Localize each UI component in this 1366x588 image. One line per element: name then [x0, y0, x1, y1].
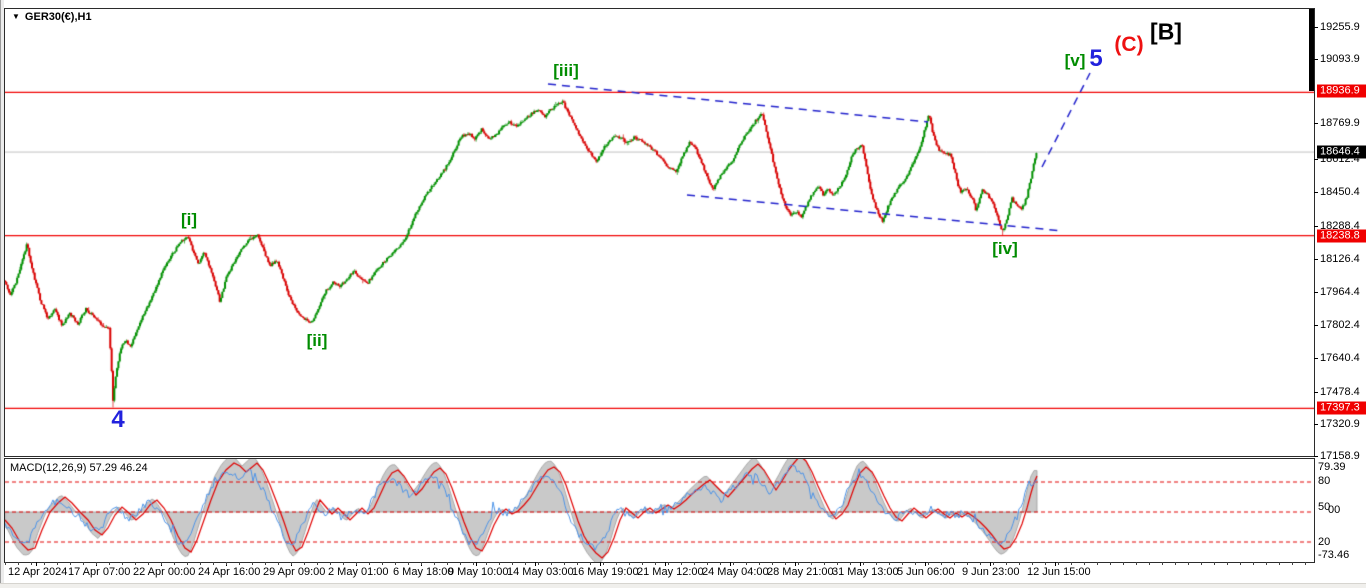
price-tick-label: 18288.4 [1320, 220, 1360, 232]
time-tick-label: 22 Apr 00:00 [133, 566, 196, 578]
time-tick-label: 6 May 18:00 [393, 566, 454, 578]
time-tick-label: 12 Jun 15:00 [1027, 566, 1091, 578]
price-chart-canvas[interactable] [5, 9, 1314, 456]
time-tick-label: 24 May 04:00 [702, 566, 769, 578]
chevron-down-icon[interactable]: ▼ [12, 12, 20, 21]
macd-axis-label: 50 [1318, 501, 1331, 513]
time-tick-label: 14 May 03:00 [507, 566, 574, 578]
price-level-badge: 18238.8 [1317, 229, 1366, 243]
price-tick-label: 18126.4 [1320, 253, 1360, 265]
price-tick-label: 19255.9 [1320, 21, 1360, 33]
price-tick-label: 18450.4 [1320, 186, 1360, 198]
macd-panel-frame [4, 458, 1315, 563]
macd-axis-label: 20 [1318, 536, 1331, 548]
price-tick-mark [1314, 358, 1318, 359]
price-tick-mark [1314, 159, 1318, 160]
wave-label[interactable]: [iv] [992, 239, 1018, 258]
price-tick-mark [1314, 292, 1318, 293]
price-tick-label: 17158.9 [1320, 450, 1360, 462]
time-tick-label: 31 May 13:00 [832, 566, 899, 578]
time-tick-label: 28 May 21:00 [767, 566, 834, 578]
time-tick-label: 21 May 12:00 [637, 566, 704, 578]
vertical-marker-bar [1309, 9, 1314, 91]
price-tick-mark [1314, 226, 1318, 227]
time-axis-minor-ticks [5, 562, 1313, 565]
price-tick-mark [1314, 192, 1318, 193]
price-tick-mark [1314, 59, 1318, 60]
symbol-selector[interactable]: ▼ GER30(€),H1 [12, 11, 92, 23]
price-level-badge: 17397.3 [1317, 401, 1366, 415]
wave-label[interactable]: [v] [1064, 51, 1086, 70]
price-tick-label: 17640.4 [1320, 352, 1360, 364]
symbol-title-label: GER30(€),H1 [24, 11, 92, 23]
price-tick-mark [1314, 424, 1318, 425]
price-tick-mark [1314, 123, 1318, 124]
macd-axis-label: 00 [1328, 504, 1341, 516]
time-tick-label: 9 Jun 23:00 [962, 566, 1020, 578]
window-bottom-edge [0, 583, 1366, 588]
wave-label[interactable]: [iii] [553, 61, 579, 80]
wave-label[interactable]: [i] [180, 210, 198, 229]
time-tick-label: 17 Apr 07:00 [68, 566, 131, 578]
price-tick-label: 17964.4 [1320, 286, 1360, 298]
time-tick-label: 5 Jun 06:00 [897, 566, 955, 578]
price-tick-label: 17320.9 [1320, 418, 1360, 430]
price-tick-mark [1314, 456, 1318, 457]
price-level-badge: 18936.9 [1317, 84, 1366, 98]
time-tick-label: 12 Apr 2024 [8, 566, 68, 578]
macd-indicator-canvas[interactable] [5, 459, 1314, 562]
price-tick-mark [1314, 392, 1318, 393]
wave-label[interactable]: [ii] [306, 331, 328, 350]
macd-axis-label: 80 [1318, 475, 1331, 487]
time-tick-label: 24 Apr 16:00 [198, 566, 261, 578]
macd-axis-label: 79.39 [1318, 461, 1346, 473]
window-left-edge [0, 0, 4, 588]
wave-label[interactable]: (C) [1114, 33, 1144, 56]
current-price-badge: 18646.4 [1317, 145, 1366, 159]
time-tick-label: 29 Apr 09:00 [263, 566, 326, 578]
price-tick-mark [1314, 259, 1318, 260]
macd-indicator-label: MACD(12,26,9) 57.29 46.24 [10, 462, 148, 474]
price-chart-frame [4, 8, 1315, 457]
price-tick-label: 18769.9 [1320, 117, 1360, 129]
price-tick-mark [1314, 27, 1318, 28]
price-tick-label: 17478.4 [1320, 386, 1360, 398]
time-tick-label: 2 May 01:00 [328, 566, 389, 578]
price-tick-mark [1314, 325, 1318, 326]
time-tick-label: 9 May 10:00 [448, 566, 509, 578]
wave-label[interactable]: 5 [1089, 45, 1103, 72]
time-tick-label: 16 May 19:00 [572, 566, 639, 578]
wave-label[interactable]: 4 [111, 406, 125, 433]
price-tick-label: 19093.9 [1320, 53, 1360, 65]
price-tick-label: 17802.4 [1320, 319, 1360, 331]
wave-label[interactable]: [B] [1150, 18, 1182, 45]
macd-axis-label: -73.46 [1318, 549, 1350, 561]
